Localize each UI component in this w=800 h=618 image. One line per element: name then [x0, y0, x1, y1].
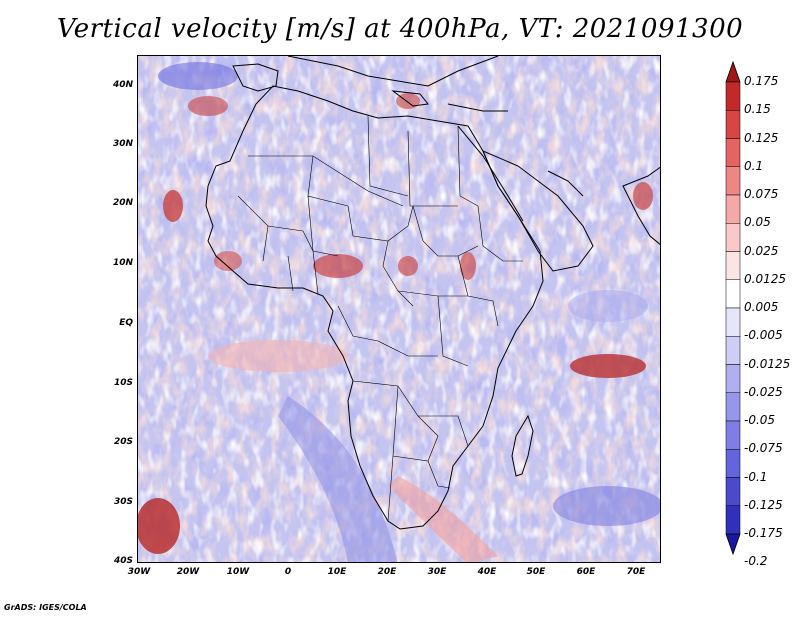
lon-label: 60E: [576, 567, 596, 577]
colorbar-label: -0.2: [744, 554, 768, 569]
colorbar-segment: [725, 477, 741, 506]
colorbar-segment: [725, 110, 741, 139]
lat-label: 20S: [113, 437, 133, 447]
lon-label: 30E: [427, 567, 447, 577]
colorbar-label: -0.075: [744, 441, 783, 456]
colorbar-label: -0.175: [744, 526, 783, 540]
lon-label: 30W: [127, 567, 151, 577]
colorbar-label: 0.075: [744, 187, 779, 201]
descent-band-south-atlantic: [278, 396, 398, 562]
colorbar-segment: [725, 194, 741, 224]
velocity-field-map: [138, 56, 660, 562]
lat-label: 10N: [112, 258, 133, 268]
colorbar-label: 0.125: [744, 130, 779, 145]
colorbar-segment: [725, 223, 741, 252]
colorbar-label: 0.15: [744, 102, 771, 117]
colorbar-segment: [725, 505, 741, 535]
colorbar-segment: [725, 420, 741, 450]
ascent-region-sudan: [398, 256, 418, 276]
lat-label: 10S: [113, 378, 133, 388]
coastlines: [205, 56, 660, 530]
lon-label: 20E: [377, 567, 397, 577]
colorbar-segment: [725, 138, 741, 167]
lat-label: EQ: [119, 318, 133, 328]
colorbar-label: -0.0125: [744, 356, 791, 371]
lon-label: 70E: [626, 567, 646, 577]
lon-label: 10W: [226, 567, 250, 577]
colorbar-segment: [725, 81, 741, 111]
colorbar-segment: [725, 364, 741, 393]
ascent-region-iberia: [188, 96, 228, 116]
colorbar-label: 0.0125: [744, 271, 786, 286]
lat-label: 40N: [112, 80, 133, 90]
ascent-region-indian-ocean: [570, 354, 646, 378]
descent-region-arabian-sea: [568, 290, 648, 322]
lon-label: 40E: [477, 567, 497, 577]
lon-label: 0: [284, 567, 292, 577]
grads-credit: GrADS: IGES/COLA: [4, 603, 87, 612]
ascent-band-southern-ocean: [388, 476, 498, 562]
colorbar-label: -0.025: [744, 384, 783, 399]
ascent-region-atlantic: [163, 190, 183, 222]
colorbar-segment: [725, 449, 741, 478]
colorbar-label: -0.125: [744, 497, 783, 512]
map-title: Vertical velocity [m/s] at 400hPa, VT: 2…: [56, 14, 744, 44]
country-borders: [237, 115, 523, 522]
colorbar-top-triangle: [725, 60, 741, 83]
ascent-region-ethiopia: [460, 252, 476, 280]
ascent-region-guinea: [214, 251, 242, 271]
lon-label: 50E: [526, 567, 546, 577]
colorbar-label: 0.005: [744, 300, 779, 314]
colorbar-label: -0.1: [744, 469, 768, 484]
lon-label: 10E: [327, 567, 347, 577]
colorbar-segment: [725, 392, 741, 422]
colorbar-label: -0.005: [744, 328, 783, 343]
colorbar-label: 0.175: [744, 74, 779, 88]
lon-label: 20W: [176, 567, 200, 577]
ascent-region-aegean: [396, 93, 420, 109]
map-panel: [137, 55, 661, 563]
colorbar-label: 0.025: [744, 243, 779, 258]
colorbar-segment: [725, 336, 741, 365]
descent-region-north-atlantic: [158, 62, 238, 90]
colorbar-segment: [725, 251, 741, 280]
lat-label: 30S: [113, 497, 133, 507]
colorbar-bottom-triangle: [725, 533, 741, 556]
colorbar-label: -0.05: [744, 413, 776, 427]
descent-region-south-indian: [553, 486, 660, 526]
lat-label: 30N: [112, 139, 133, 149]
colorbar-segment: [725, 307, 741, 337]
colorbar-label: 0.05: [744, 215, 771, 230]
colorbar-label: 0.1: [744, 158, 764, 173]
ascent-region-southwest: [138, 498, 180, 554]
colorbar-segment: [725, 166, 741, 196]
ascent-band-south-atlantic: [208, 340, 348, 372]
colorbar: [725, 60, 741, 556]
lat-label: 20N: [112, 198, 133, 208]
ascent-region-sahel: [313, 254, 363, 278]
ascent-region-india: [633, 182, 653, 210]
colorbar-segment: [725, 279, 741, 309]
lat-label: 40S: [113, 556, 133, 566]
